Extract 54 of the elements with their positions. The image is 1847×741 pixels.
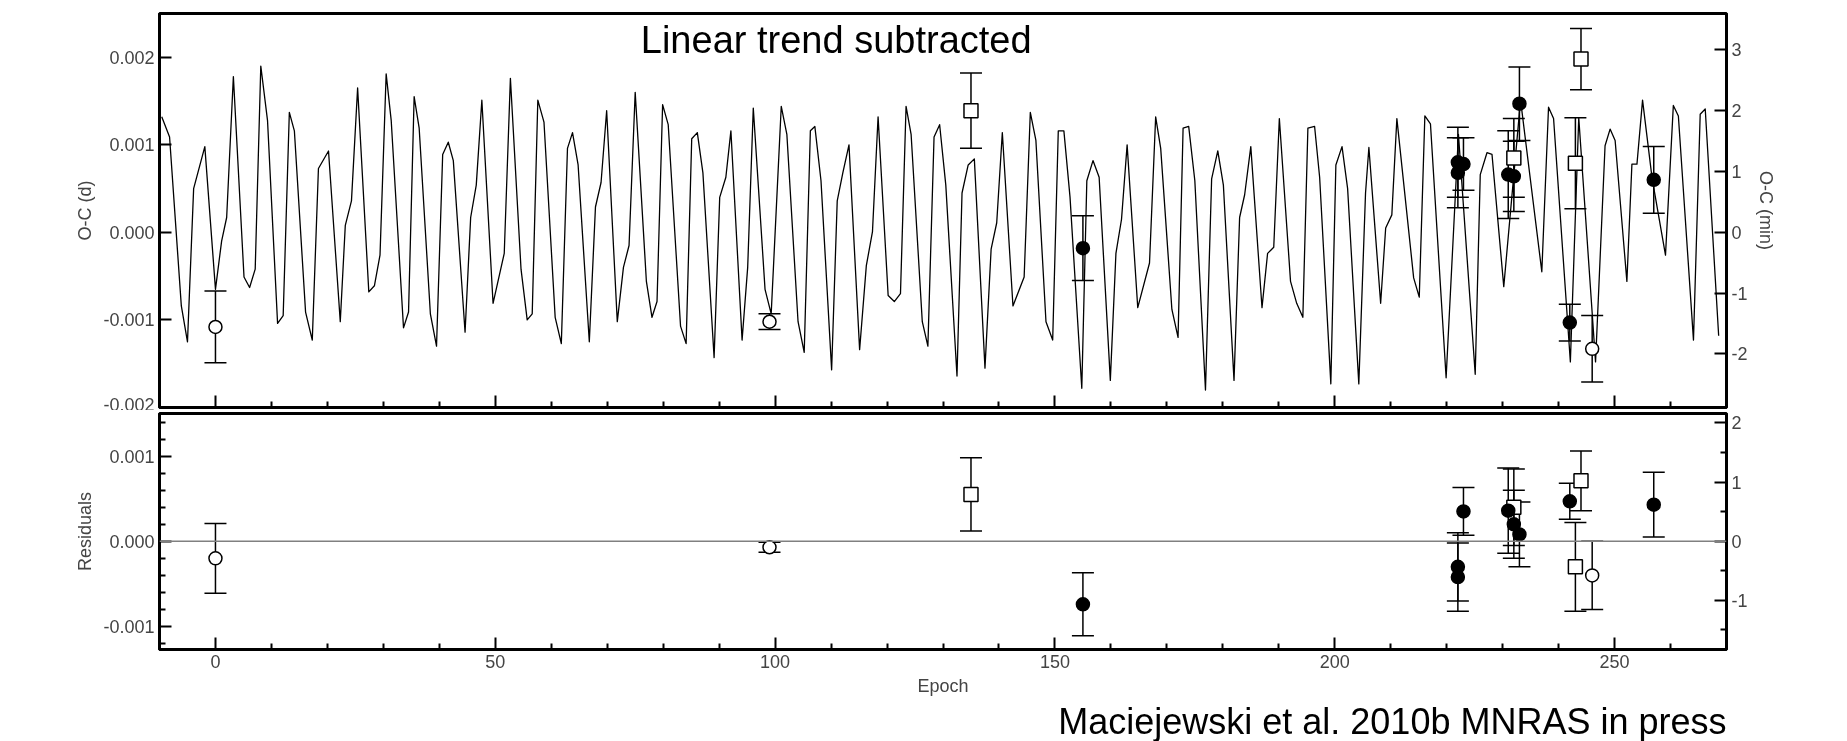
point: [1584, 341, 1600, 357]
point: [1506, 150, 1522, 166]
y2-tick-label: -2: [1731, 344, 1748, 365]
y2-tick-label: 3: [1731, 40, 1742, 61]
point: [1573, 473, 1589, 489]
y-tick-label: 0.001: [109, 135, 155, 156]
y-tick-label: 0.000: [109, 222, 155, 243]
y2-tick-label: 2: [1731, 413, 1742, 434]
y-axis-title: Residuals: [75, 491, 96, 572]
y2-tick-label: 1: [1731, 162, 1742, 183]
point: [1567, 559, 1584, 575]
x-tick-label: 250: [1599, 651, 1630, 672]
point: [1573, 51, 1589, 67]
y-tick-label: 0.000: [109, 531, 155, 552]
y2-tick-label: 0: [1731, 531, 1742, 552]
y-tick-label: -0.001: [103, 617, 155, 637]
point: [1562, 494, 1578, 509]
point: [762, 314, 777, 329]
x-tick-label: 50: [485, 651, 506, 672]
x-tick-label: 0: [210, 651, 221, 672]
y-axis-title: O-C (d): [75, 180, 96, 241]
point: [1075, 597, 1091, 612]
point: [963, 486, 979, 503]
y2-tick-label: -1: [1731, 590, 1748, 611]
point: [762, 540, 777, 555]
y-tick-label: -0.002: [103, 394, 155, 415]
point: [1567, 155, 1584, 171]
x-axis-title: Epoch: [917, 675, 969, 696]
text: Maciejewski et al. 2010b MNRAS in press: [1058, 700, 1727, 741]
y2-axis-title: O-C (min): [1755, 171, 1776, 251]
point: [1512, 96, 1527, 111]
point: [1075, 240, 1091, 256]
point: [1562, 315, 1578, 330]
point: [1512, 527, 1527, 542]
y-tick-label: 0.001: [109, 446, 155, 467]
point: [1500, 503, 1516, 518]
point: [963, 102, 979, 119]
point: [1456, 504, 1471, 519]
point: [208, 319, 223, 335]
x-tick-label: 150: [1039, 651, 1070, 672]
y2-tick-label: 2: [1731, 101, 1742, 122]
y2-tick-label: 1: [1731, 472, 1742, 493]
x-tick-label: 200: [1319, 651, 1350, 672]
point: [208, 551, 223, 566]
y2-tick-label: 0: [1731, 222, 1742, 243]
x-tick-label: 100: [760, 651, 791, 672]
y-tick-label: -0.001: [103, 310, 155, 331]
y-tick-label: 0.002: [109, 47, 155, 68]
y2-tick-label: -1: [1731, 283, 1748, 304]
point: [1506, 517, 1522, 532]
point: [1646, 497, 1661, 512]
annotation: Linear trend subtracted: [640, 18, 1032, 61]
point: [1646, 172, 1661, 188]
point: [1584, 568, 1600, 583]
